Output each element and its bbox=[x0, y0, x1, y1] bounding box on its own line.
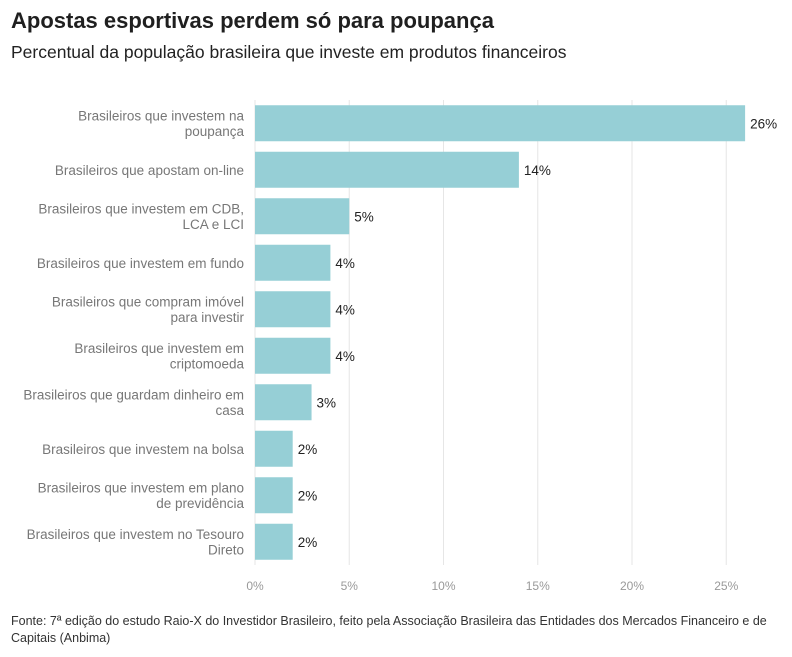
bar bbox=[255, 430, 293, 467]
bar bbox=[255, 523, 293, 560]
value-label: 26% bbox=[750, 116, 777, 131]
chart-title: Apostas esportivas perdem só para poupan… bbox=[11, 8, 494, 33]
category-label: Brasileiros que investem na bolsa bbox=[42, 442, 244, 457]
bar bbox=[255, 244, 331, 281]
bar bbox=[255, 198, 350, 235]
category-label: Brasileiros que investem no Tesouro Diret… bbox=[27, 527, 244, 558]
x-tick-label: 10% bbox=[431, 579, 455, 593]
x-tick-label: 25% bbox=[714, 579, 738, 593]
bar bbox=[255, 151, 519, 188]
x-tick-label: 0% bbox=[246, 579, 264, 593]
category-label: Brasileiros que compram imóvel para inves… bbox=[52, 295, 245, 326]
category-label: Brasileiros que investem em CDB, LCA e LC… bbox=[38, 202, 244, 233]
bar bbox=[255, 477, 293, 514]
value-label: 2% bbox=[298, 442, 318, 457]
source-note: Fonte: 7ª edição do estudo Raio-X do Inv… bbox=[11, 614, 767, 645]
value-label: 2% bbox=[298, 535, 318, 550]
x-tick-label: 5% bbox=[341, 579, 359, 593]
chart-subtitle: Percentual da população brasileira que i… bbox=[11, 42, 567, 62]
bar bbox=[255, 337, 331, 374]
bar bbox=[255, 291, 331, 328]
value-label: 3% bbox=[317, 395, 337, 410]
value-label: 4% bbox=[335, 256, 355, 271]
value-label: 4% bbox=[335, 302, 355, 317]
bar bbox=[255, 384, 312, 421]
category-label: Brasileiros que investem em plano de prev… bbox=[38, 481, 245, 512]
category-label: Brasileiros que guardam dinheiro em casa bbox=[23, 388, 244, 419]
category-label: Brasileiros que investem na poupança bbox=[78, 109, 244, 140]
value-label: 14% bbox=[524, 163, 551, 178]
bar bbox=[255, 105, 746, 142]
value-label: 5% bbox=[354, 209, 374, 224]
category-label: Brasileiros que investem em fundo bbox=[37, 256, 244, 271]
x-tick-label: 20% bbox=[620, 579, 644, 593]
category-label: Brasileiros que apostam on-line bbox=[55, 163, 244, 178]
x-tick-label: 15% bbox=[526, 579, 550, 593]
bar-chart: 26% Brasileiros que investem na poupança 14… bbox=[23, 100, 777, 593]
value-label: 4% bbox=[335, 349, 355, 364]
category-label: Brasileiros que investem em criptomoeda bbox=[74, 341, 244, 372]
value-label: 2% bbox=[298, 488, 318, 503]
